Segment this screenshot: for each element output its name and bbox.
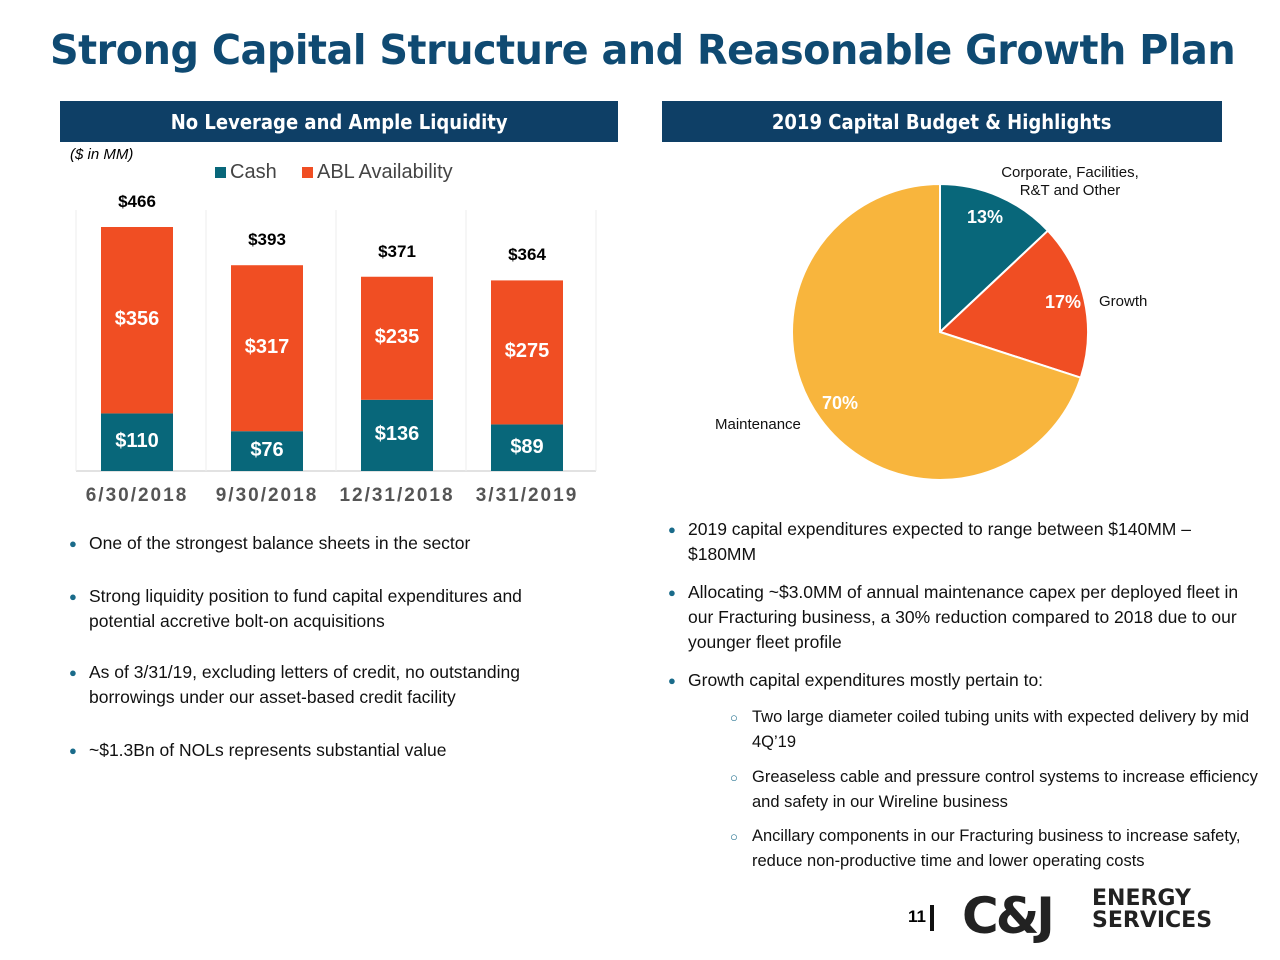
legend-label: ABL Availability — [317, 161, 453, 183]
left-header-text: No Leverage and Ample Liquidity — [170, 109, 508, 134]
total-label: $364 — [508, 245, 546, 265]
cash-bar — [101, 413, 173, 471]
bullet-text: As of 3/31/19, excluding letters of cred… — [89, 662, 520, 707]
pie-label-corporate: Corporate, Facilities, R&T and Other — [1001, 164, 1139, 199]
legend-abl: ABL Availability — [302, 161, 453, 184]
bullet-text: Greaseless cable and pressure control sy… — [752, 768, 1258, 811]
pie-slice-corporate — [939, 182, 1050, 335]
pie-pct-maintenance: 70% — [822, 393, 859, 413]
bullet-text: ~$1.3Bn of NOLs represents substantial v… — [89, 740, 447, 760]
left-bullet: ● Strong liquidity position to fund capit… — [69, 584, 589, 634]
bullet-text: 2019 capital expenditures expected to ra… — [688, 519, 1191, 564]
bullet-icon: ● — [668, 585, 676, 600]
legend-label: Cash — [230, 161, 277, 183]
legend-swatch-abl — [302, 167, 313, 178]
pie-chart — [791, 182, 1089, 481]
total-label: $393 — [248, 230, 286, 250]
right-bullet: ● Growth capital expenditures mostly pert… — [668, 668, 1253, 693]
pie-label-growth: Growth — [1099, 293, 1148, 310]
cash-bar — [231, 431, 303, 471]
total-label: $466 — [118, 192, 156, 211]
right-bullet: ● Allocating ~$3.0MM of annual maintenanc… — [668, 580, 1253, 655]
bullet-icon: ● — [668, 673, 676, 688]
left-bullet: ● ~$1.3Bn of NOLs represents substantial … — [69, 738, 589, 763]
bullet-icon: ● — [69, 589, 77, 604]
page-title: Strong Capital Structure and Reasonable … — [50, 26, 1236, 74]
left-bullet: ● One of the strongest balance sheets in … — [69, 531, 589, 556]
bullet-text: Strong liquidity position to fund capita… — [89, 586, 522, 631]
x-tick-label: 3/31/2019 — [475, 485, 579, 506]
x-tick-label: 9/30/2018 — [215, 485, 319, 506]
bullet-text: Growth capital expenditures mostly perta… — [688, 670, 1044, 690]
bullet-icon: ● — [69, 665, 77, 680]
x-tick-label: 12/31/2018 — [339, 485, 455, 506]
bar-chart — [75, 210, 597, 472]
right-section-header: 2019 Capital Budget & Highlights — [662, 101, 1222, 142]
company-logo-text: ENERGY SERVICES — [1092, 888, 1212, 932]
abl-bar — [231, 265, 303, 432]
bullet-text: Two large diameter coiled tubing units w… — [752, 708, 1250, 751]
left-bullet: ● As of 3/31/19, excluding letters of cre… — [69, 660, 589, 710]
abl-value-label: $275 — [504, 340, 550, 363]
right-header-text: 2019 Capital Budget & Highlights — [772, 109, 1112, 134]
company-logo: C&J — [962, 887, 1055, 945]
abl-bar — [101, 227, 173, 414]
circle-bullet-icon: ○ — [730, 829, 738, 844]
bullet-icon: ● — [668, 522, 676, 537]
cash-bar — [361, 399, 433, 471]
right-bullet: ● 2019 capital expenditures expected to r… — [668, 517, 1253, 567]
pie-pct-growth: 17% — [1045, 292, 1082, 312]
circle-bullet-icon: ○ — [730, 770, 738, 785]
bullet-text: One of the strongest balance sheets in t… — [89, 533, 471, 553]
cash-bar — [491, 424, 563, 471]
abl-value-label: $356 — [114, 308, 160, 331]
cash-value-label: $110 — [115, 430, 159, 453]
bullet-text: Allocating ~$3.0MM of annual maintenance… — [688, 582, 1239, 652]
abl-value-label: $317 — [244, 336, 290, 359]
circle-bullet-icon: ○ — [730, 710, 738, 725]
logo-services: SERVICES — [1092, 908, 1213, 933]
logo-energy: ENERGY — [1092, 886, 1191, 911]
bullet-icon: ● — [69, 536, 77, 551]
pie-slice-maintenance — [791, 182, 1083, 481]
sub-bullet: ○ Two large diameter coiled tubing units … — [730, 705, 1262, 755]
bullet-text: Ancillary components in our Fracturing b… — [752, 827, 1241, 870]
x-tick-label: 6/30/2018 — [85, 485, 189, 506]
abl-value-label: $235 — [374, 326, 420, 349]
legend-cash: Cash — [215, 161, 277, 184]
abl-bar — [361, 276, 433, 400]
pie-label-maintenance: Maintenance — [715, 416, 801, 433]
sub-bullet: ○ Ancillary components in our Fracturing … — [730, 824, 1262, 874]
cash-value-label: $136 — [374, 423, 420, 446]
cash-value-label: $76 — [250, 439, 284, 462]
footer-divider — [930, 905, 934, 931]
cash-value-label: $89 — [510, 435, 544, 458]
unit-note: ($ in MM) — [70, 146, 134, 163]
pie-pct-corporate: 13% — [967, 207, 1004, 227]
bullet-icon: ● — [69, 743, 77, 758]
sub-bullet: ○ Greaseless cable and pressure control s… — [730, 765, 1262, 815]
left-section-header: No Leverage and Ample Liquidity — [60, 101, 618, 142]
pie-slice-growth — [938, 229, 1089, 379]
abl-bar — [491, 280, 563, 425]
total-label: $371 — [378, 241, 416, 261]
page-number: 11 — [908, 907, 926, 926]
legend-swatch-cash — [215, 167, 226, 178]
